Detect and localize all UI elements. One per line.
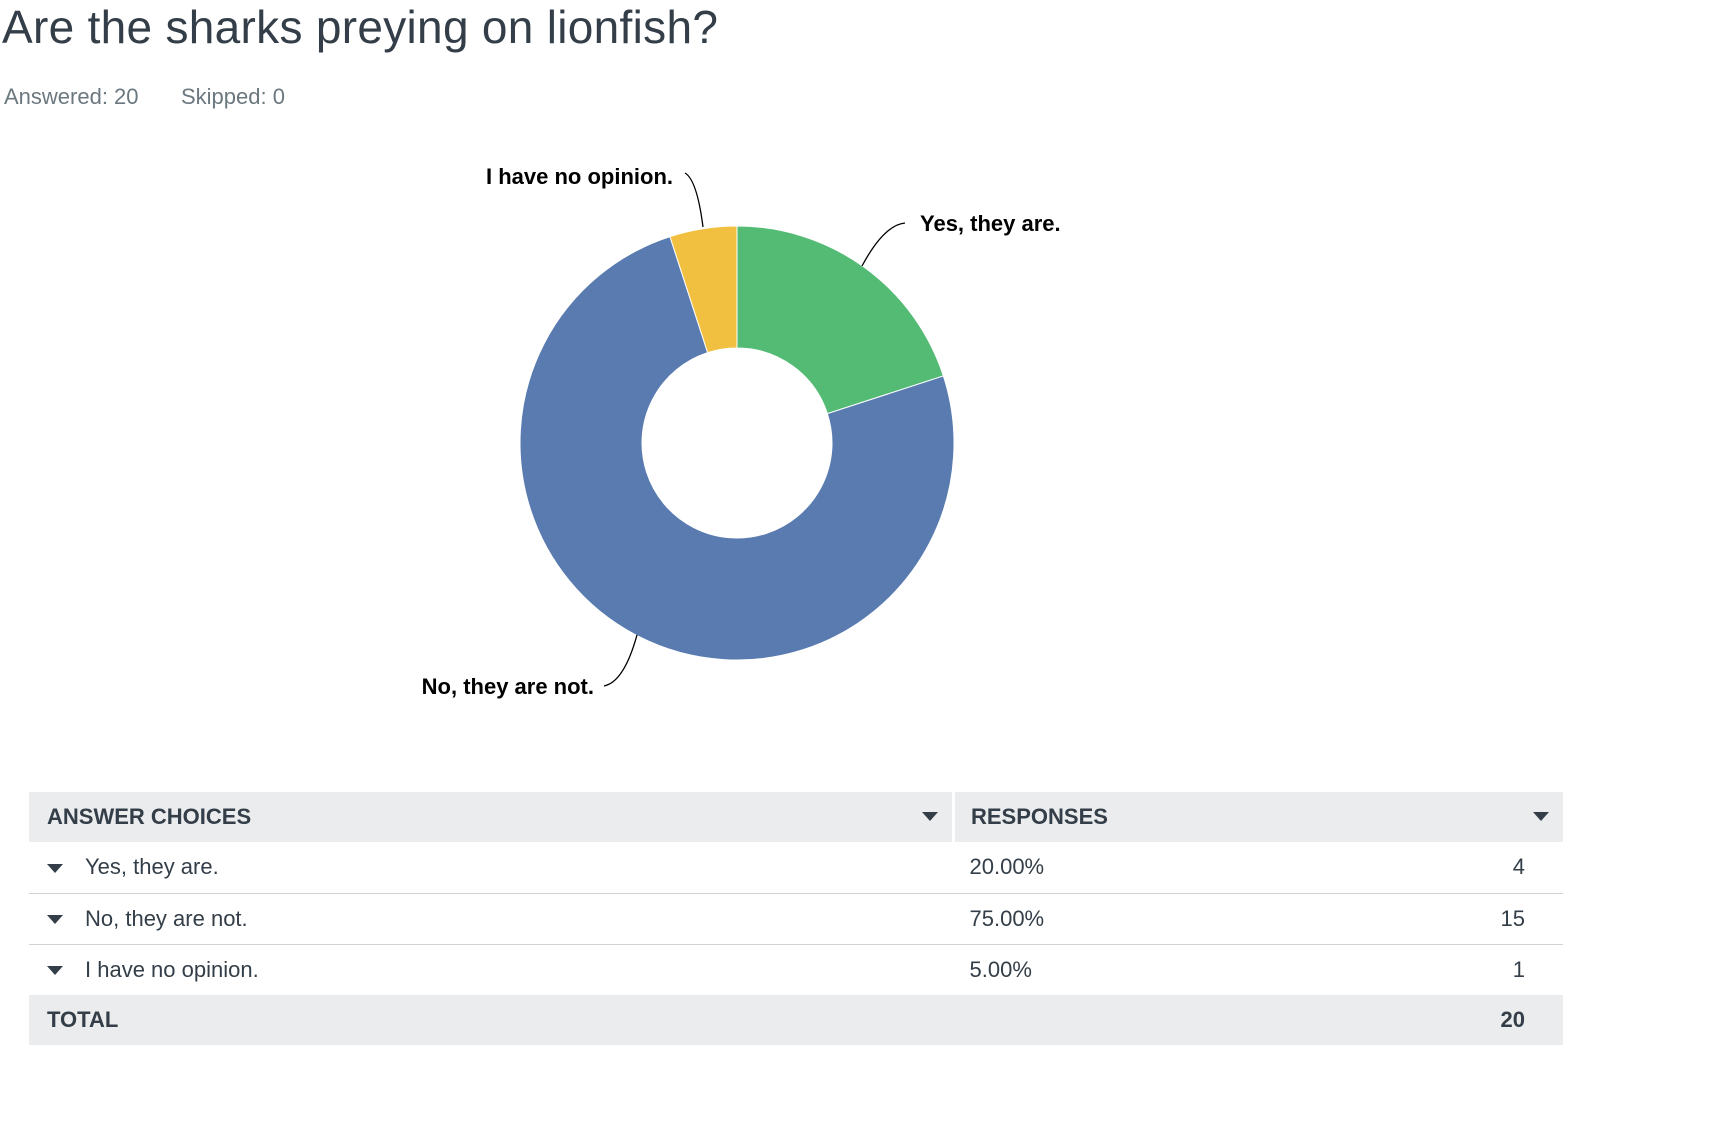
- response-count: 4: [1512, 854, 1525, 880]
- slice-label: No, they are not.: [422, 674, 594, 699]
- total-row: TOTAL 20: [29, 995, 1563, 1045]
- answer-choices-header[interactable]: ANSWER CHOICES: [29, 792, 954, 842]
- answer-choice-label: No, they are not.: [85, 905, 248, 931]
- row-expand-caret-icon[interactable]: [47, 863, 63, 873]
- responses-header[interactable]: RESPONSES: [952, 792, 1563, 842]
- table-row: Yes, they are. 20.00% 4: [29, 842, 1563, 893]
- leader-line: [861, 222, 906, 267]
- response-percent: 20.00%: [969, 854, 1045, 880]
- row-expand-caret-icon[interactable]: [47, 966, 63, 976]
- donut-chart: Yes, they are. No, they are not. I have no…: [422, 164, 1061, 699]
- skipped-count: Skipped: 0: [181, 84, 285, 109]
- total-value: 20: [1500, 1007, 1525, 1032]
- slice-label: I have no opinion.: [486, 164, 673, 189]
- answer-choices-header-label: ANSWER CHOICES: [47, 804, 252, 829]
- slice-no[interactable]: [519, 235, 955, 661]
- sort-caret-down-icon[interactable]: [922, 812, 938, 821]
- response-percent: 75.00%: [969, 905, 1045, 931]
- leader-line: [684, 172, 704, 228]
- table-row: I have no opinion. 5.00% 1: [29, 944, 1563, 995]
- total-label: TOTAL: [47, 1007, 119, 1032]
- answer-choice-label: I have no opinion.: [85, 956, 259, 982]
- slice-yes[interactable]: [736, 225, 945, 415]
- table-row: No, they are not. 75.00% 15: [29, 893, 1563, 944]
- responses-table: ANSWER CHOICES RESPONSES Yes, they are. …: [29, 792, 1563, 1045]
- response-count: 1: [1512, 956, 1525, 982]
- response-count: 15: [1500, 905, 1525, 931]
- responses-header-label: RESPONSES: [971, 804, 1108, 829]
- table-header: ANSWER CHOICES RESPONSES: [29, 792, 1563, 842]
- response-percent: 5.00%: [969, 956, 1032, 982]
- answer-choice-label: Yes, they are.: [85, 854, 219, 880]
- sort-caret-down-icon[interactable]: [1533, 812, 1549, 821]
- answered-count: Answered: 20: [4, 84, 139, 109]
- leader-line: [603, 634, 638, 687]
- page-title: Are the sharks preying on lionfish?: [2, 1, 719, 53]
- slice-no-opinion[interactable]: [669, 225, 738, 354]
- slice-label: Yes, they are.: [920, 211, 1061, 236]
- row-expand-caret-icon[interactable]: [47, 915, 63, 925]
